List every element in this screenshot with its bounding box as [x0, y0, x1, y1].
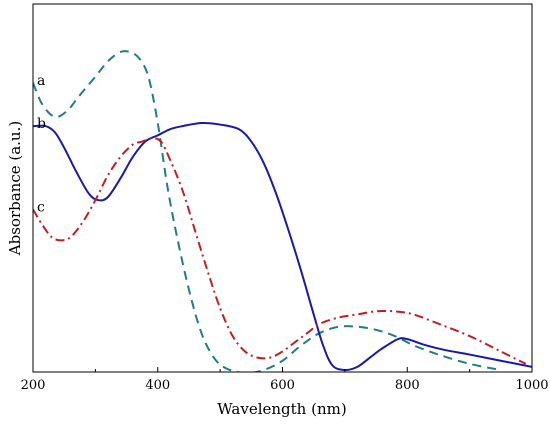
series-line-a: [33, 50, 502, 372]
plot-frame: [32, 3, 533, 373]
series-line-c: [33, 137, 527, 365]
series-label-c: c: [37, 199, 45, 215]
series-label-b: b: [37, 116, 46, 132]
x-tick-label-1000: 1000: [515, 378, 548, 393]
x-axis: 200 400 600 800 1000: [21, 367, 549, 393]
x-tick-label-400: 400: [145, 378, 170, 393]
x-tick-label-600: 600: [270, 378, 295, 393]
x-tick-label-200: 200: [21, 378, 46, 393]
series-line-b: [33, 121, 532, 372]
x-axis-label: Wavelength (nm): [217, 400, 346, 418]
x-tick-label-800: 800: [395, 378, 420, 393]
series-label-a: a: [37, 73, 45, 89]
y-axis-label: Absorbance (a.u.): [6, 121, 24, 256]
